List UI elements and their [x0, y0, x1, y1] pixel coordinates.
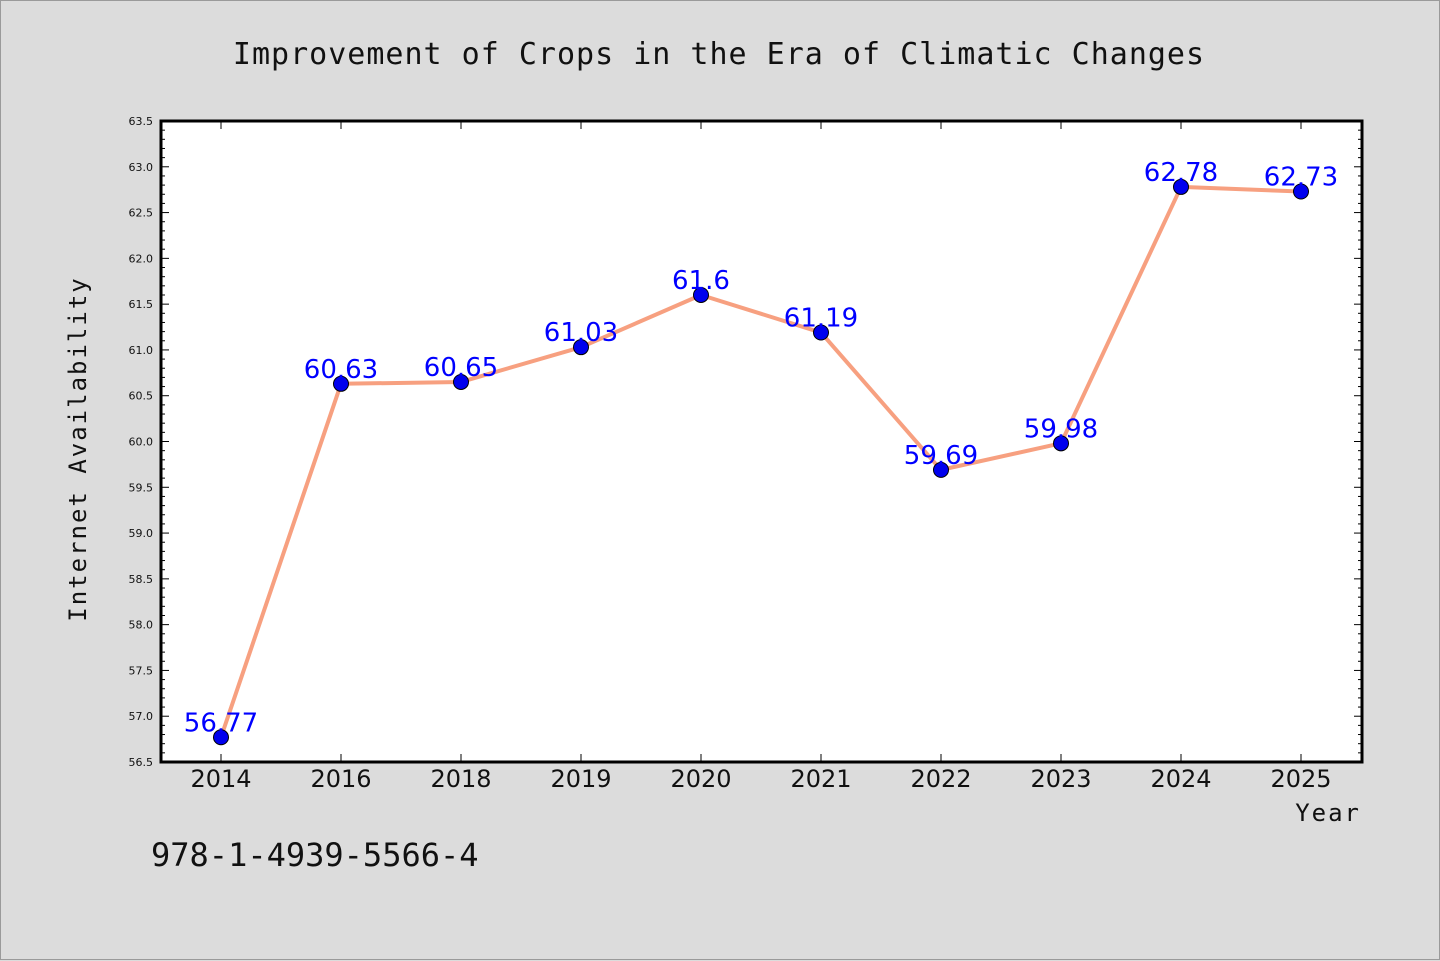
y-tick-label: 61.0	[129, 344, 154, 357]
plot-area	[159, 119, 1364, 764]
y-tick-label: 62.0	[129, 252, 154, 265]
x-axis: 2014 2016 2018 2019 2020 2021 2022 2023 2024 2025	[190, 121, 1332, 793]
data-point	[1173, 178, 1189, 195]
x-tick-label: 2016	[310, 765, 371, 793]
data-point	[333, 375, 349, 392]
data-point	[453, 373, 469, 390]
y-tick-label: 56.5	[129, 756, 154, 769]
data-label: 60.63	[304, 355, 378, 385]
data-point	[933, 461, 949, 478]
data-point	[573, 339, 589, 356]
x-tick-label: 2019	[550, 765, 611, 793]
x-tick-label: 2023	[1030, 765, 1091, 793]
x-tick-label: 2020	[670, 765, 731, 793]
series-group	[213, 178, 1309, 746]
data-label: 60.65	[424, 353, 498, 383]
y-tick-label: 60.5	[129, 390, 154, 403]
y-tick-label: 57.0	[129, 710, 154, 723]
x-tick-label: 2025	[1270, 765, 1331, 793]
x-tick-label: 2014	[190, 765, 251, 793]
y-tick-label: 60.0	[129, 436, 154, 449]
data-label: 62.73	[1264, 163, 1338, 193]
x-tick-label: 2021	[790, 765, 851, 793]
data-label: 59.98	[1024, 414, 1098, 444]
isbn-text: 978-1-4939-5566-4	[151, 836, 479, 874]
x-tick-label: 2022	[910, 765, 971, 793]
data-point	[213, 729, 229, 746]
data-label: 61.03	[544, 318, 618, 348]
y-axis-title: Internet Availability	[64, 276, 92, 621]
y-tick-label: 57.5	[129, 664, 154, 677]
y-tick-label: 58.0	[129, 619, 154, 632]
y-tick-label: 62.5	[129, 207, 154, 220]
x-tick-label: 2018	[430, 765, 491, 793]
y-tick-label: 59.0	[129, 527, 154, 540]
data-point	[1293, 183, 1309, 200]
data-point	[813, 324, 829, 341]
data-label: 61.6	[672, 266, 730, 296]
series-line	[219, 184, 1302, 738]
y-tick-label: 61.5	[129, 298, 154, 311]
x-tick-label: 2024	[1150, 765, 1211, 793]
y-tick-label: 58.5	[129, 573, 154, 586]
data-point	[1053, 435, 1069, 452]
data-labels: 56.77 60.63 60.65 61.03 61.6 61.19 59.69 59.98 6…	[184, 158, 1338, 738]
data-label: 62.78	[1144, 158, 1218, 188]
y-axis: 56.5 57.0 57.5 58.0 58.5 59.0 59.5 60.0 60.5 61.0…	[129, 115, 1362, 769]
y-tick-label: 63.0	[129, 161, 154, 174]
x-axis-title: Year	[1295, 799, 1361, 827]
chart-title: Improvement of Crops in the Era of Clima…	[233, 37, 1205, 72]
data-label: 56.77	[184, 708, 258, 738]
y-tick-label: 63.5	[129, 115, 154, 128]
data-label: 59.69	[904, 441, 978, 471]
data-label: 61.19	[784, 304, 858, 334]
data-point	[693, 286, 709, 303]
y-tick-label: 59.5	[129, 481, 154, 494]
